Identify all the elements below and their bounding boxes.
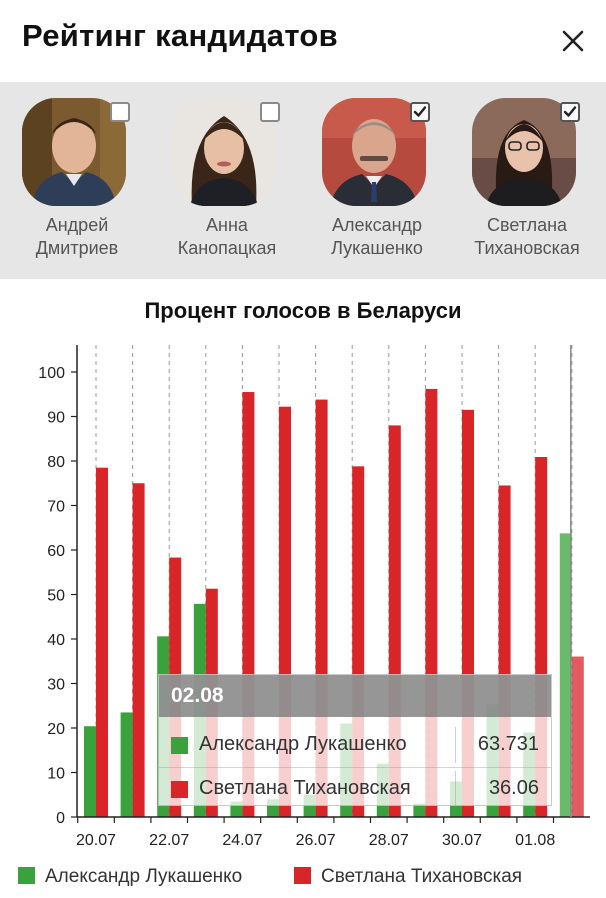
legend-item-tikhanovskaya[interactable]: Светлана Тихановская [294,866,522,888]
x-tick-label: 28.07 [369,832,409,849]
x-tick-label: 24.07 [222,832,262,849]
candidate-checkbox[interactable] [110,102,130,122]
candidate-card-dmitriev[interactable]: Андрей Дмитриев [12,98,142,268]
close-button[interactable] [556,24,590,58]
chart-title: Процент голосов в Беларуси [144,298,462,323]
checkmark-icon [413,106,427,117]
candidate-card-tikhanovskaya[interactable]: Светлана Тихановская [462,98,592,268]
y-tick-label: 30 [47,677,65,694]
y-tick-label: 60 [47,543,65,560]
bar-lukashenko [120,712,133,817]
bar-lukashenko [84,726,96,817]
x-tick-label: 26.07 [296,832,336,849]
chart-tooltip: 02.08 Александр Лукашенко 63.731 Светлан… [158,674,552,807]
tooltip-series-name: Светлана Тихановская [199,777,411,799]
y-tick-label: 10 [47,766,65,783]
tooltip-header: 02.08 [159,675,551,717]
candidate-name: Александр Лукашенко [331,215,423,258]
tooltip-row: Светлана Тихановская 36.06 [159,767,551,811]
y-tick-label: 80 [47,454,65,471]
candidate-card-kanopatskaya[interactable]: Анна Канопацкая [162,98,292,268]
tooltip-value: 36.06 [488,777,539,799]
y-tick-label: 40 [47,632,65,649]
y-tick-label: 20 [47,721,65,738]
candidate-checkbox[interactable] [410,102,430,122]
checkmark-icon [563,106,577,117]
candidate-card-lukashenko[interactable]: Александр Лукашенко [312,98,442,268]
avatar [472,98,576,206]
tooltip-value: 63.731 [477,733,539,755]
x-tick-label: 22.07 [149,832,189,849]
avatar [172,98,276,206]
y-tick-label: 0 [56,810,65,827]
y-tick-label: 100 [38,365,65,382]
bar-tikhanovskaya [132,483,145,817]
divider [455,727,456,763]
bar-lukashenko [413,803,426,817]
candidate-selector: Андрей Дмитриев Анна Канопацкая [0,82,606,279]
green-swatch [18,867,35,884]
tooltip-series-name: Александр Лукашенко [199,733,407,755]
red-swatch [171,781,188,798]
tooltip-row: Александр Лукашенко 63.731 [159,723,551,768]
bar-lukashenko [559,533,572,817]
x-tick-label: 20.07 [76,832,116,849]
header: Рейтинг кандидатов [0,0,606,82]
red-swatch [294,867,311,884]
tooltip-date: 02.08 [171,684,224,707]
y-tick-label: 90 [47,410,65,427]
legend-label: Александр Лукашенко [45,866,243,887]
legend-label: Светлана Тихановская [321,866,523,887]
candidate-name: Андрей Дмитриев [35,215,119,258]
candidate-checkbox[interactable] [560,102,580,122]
x-tick-label: 01.08 [515,832,555,849]
candidate-name: Анна Канопацкая [177,215,277,258]
y-tick-label: 70 [47,499,65,516]
candidate-checkbox[interactable] [260,102,280,122]
bar-tikhanovskaya [571,656,584,817]
divider [455,771,456,807]
page-title: Рейтинг кандидатов [22,18,338,53]
x-tick-label: 30.07 [442,832,482,849]
avatar [322,98,426,206]
green-swatch [171,737,188,754]
y-tick-label: 50 [47,588,65,605]
close-icon [562,30,584,52]
candidate-name: Светлана Тихановская [474,215,580,258]
bar-tikhanovskaya [96,467,108,817]
legend-item-lukashenko[interactable]: Александр Лукашенко [18,866,242,888]
